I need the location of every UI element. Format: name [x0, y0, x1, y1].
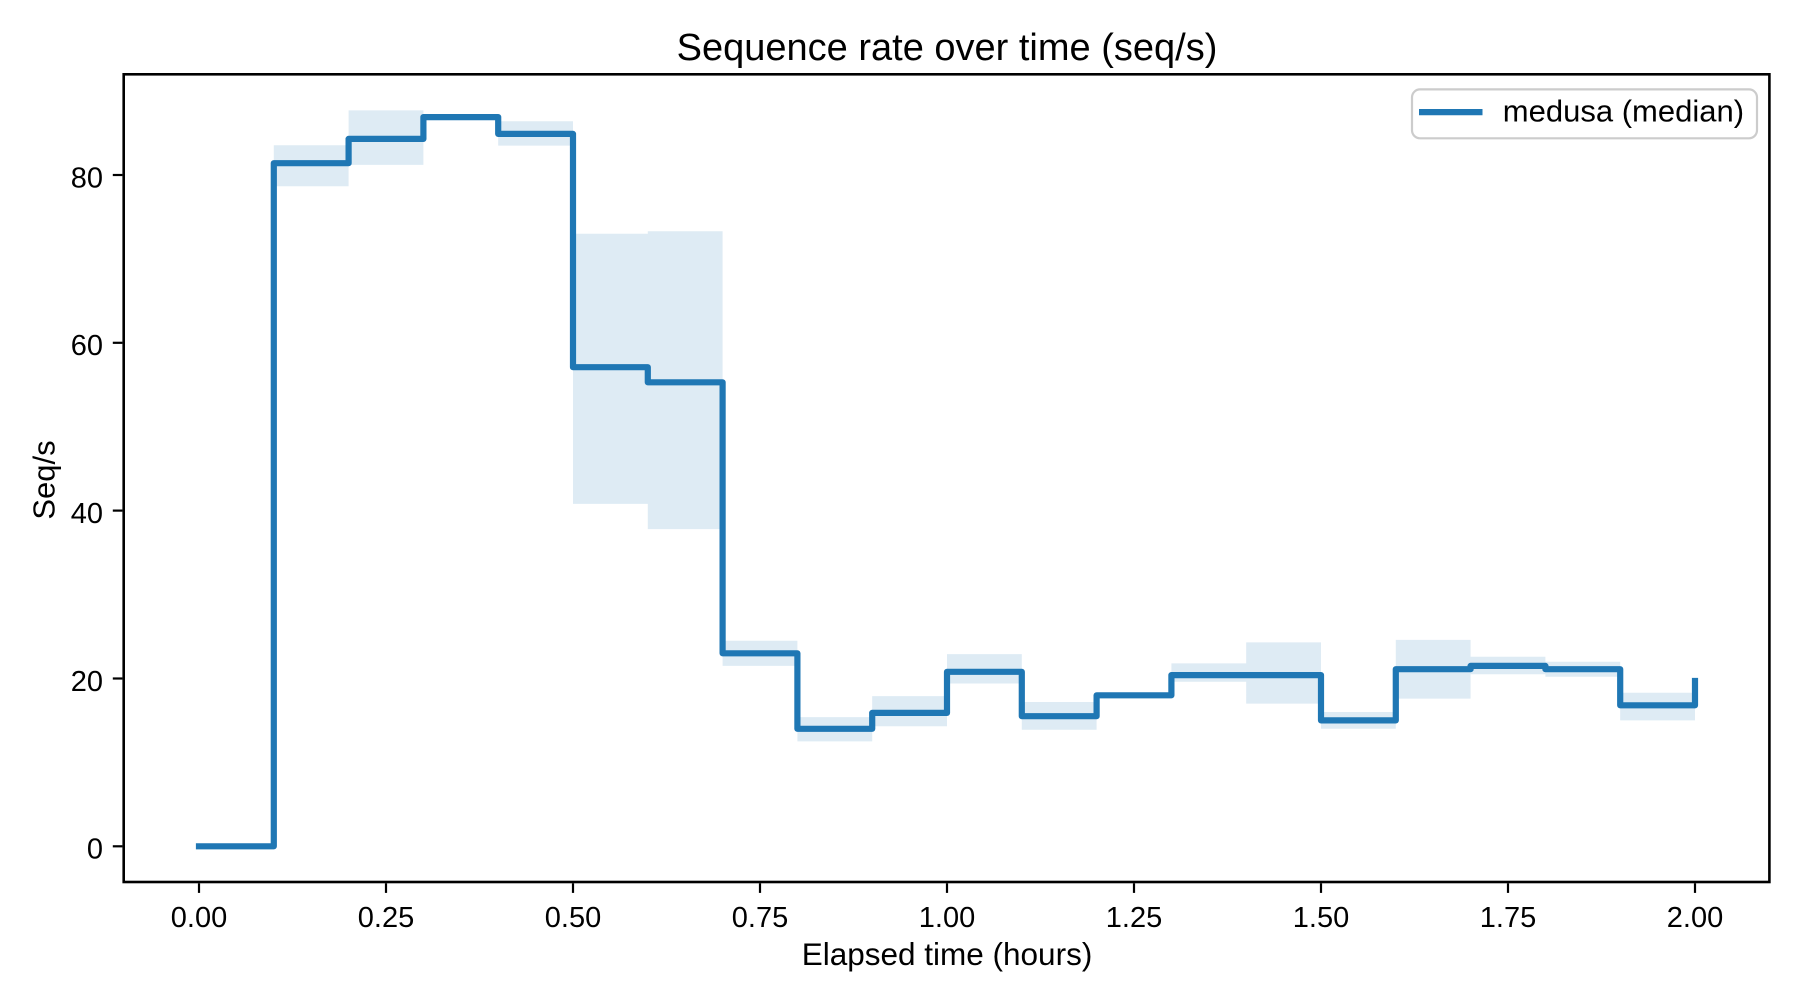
svg-text:0.25: 0.25	[358, 902, 414, 934]
svg-text:0.00: 0.00	[171, 902, 227, 934]
svg-text:1.25: 1.25	[1106, 902, 1162, 934]
svg-text:80: 80	[71, 162, 103, 194]
svg-text:40: 40	[71, 498, 103, 530]
svg-text:20: 20	[71, 666, 103, 698]
svg-text:0.50: 0.50	[545, 902, 601, 934]
svg-text:1.75: 1.75	[1480, 902, 1536, 934]
svg-text:1.50: 1.50	[1293, 902, 1349, 934]
svg-text:Seq/s: Seq/s	[27, 440, 62, 519]
svg-text:0.75: 0.75	[732, 902, 788, 934]
svg-text:Sequence rate over time (seq/s: Sequence rate over time (seq/s)	[677, 27, 1218, 69]
svg-text:0: 0	[87, 834, 103, 866]
svg-text:60: 60	[71, 330, 103, 362]
svg-text:1.00: 1.00	[919, 902, 975, 934]
svg-text:medusa (median): medusa (median)	[1503, 94, 1744, 129]
svg-text:Elapsed time (hours): Elapsed time (hours)	[802, 936, 1093, 972]
svg-text:2.00: 2.00	[1667, 902, 1723, 934]
